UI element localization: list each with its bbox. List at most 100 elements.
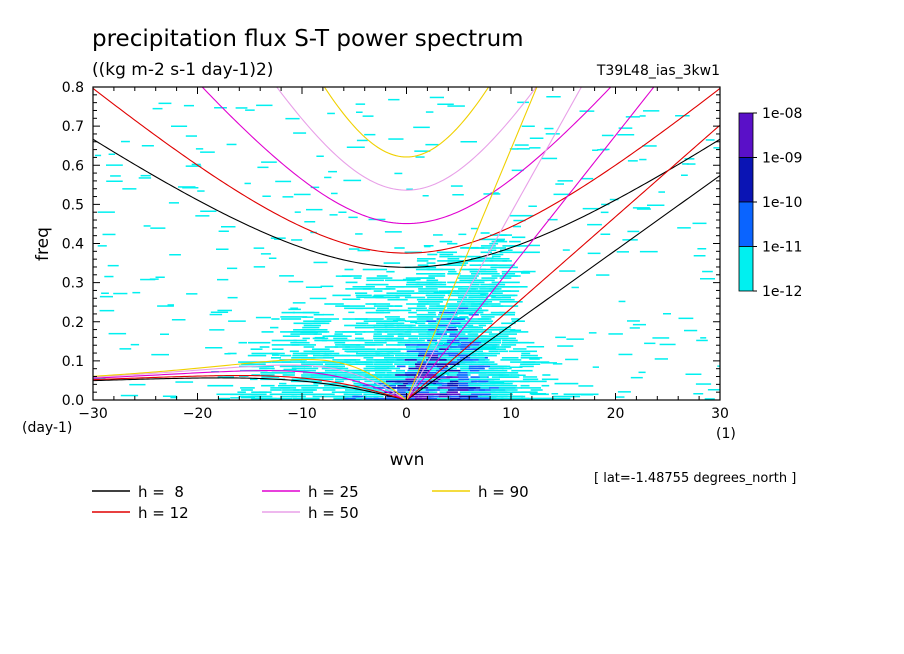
heatmap-cell <box>477 395 502 398</box>
heatmap-cell <box>422 195 429 197</box>
heatmap-cell <box>354 361 367 363</box>
heatmap-cell <box>251 352 278 355</box>
heatmap-cell <box>363 395 379 398</box>
heatmap-cell <box>490 395 508 398</box>
heatmap-cell <box>279 365 297 368</box>
heatmap-cell <box>520 357 536 359</box>
heatmap-cell <box>248 341 271 344</box>
heatmap-cell <box>227 267 238 270</box>
heatmap-cell <box>259 365 270 368</box>
heatmap-cell <box>512 251 540 254</box>
heatmap-cell <box>531 397 553 400</box>
heatmap-cell <box>195 148 204 150</box>
heatmap-cell <box>468 382 491 385</box>
heatmap-cell <box>209 313 223 316</box>
heatmap-cell <box>521 391 537 393</box>
chart-title: precipitation flux S-T power spectrum <box>92 26 524 52</box>
heatmap-cell <box>245 109 255 111</box>
inertia-gravity-curve <box>276 87 537 191</box>
heatmap-cell <box>355 292 368 294</box>
heatmap-cell <box>303 397 320 400</box>
heatmap-cell <box>490 397 504 400</box>
rossby-wave-curve <box>93 377 407 400</box>
heatmap-cell <box>423 245 434 247</box>
heatmap-cell <box>458 376 469 378</box>
heatmap-cell <box>365 303 377 305</box>
heatmap-cell <box>364 397 379 400</box>
heatmap-cell <box>387 305 403 307</box>
heatmap-cell <box>498 387 522 389</box>
heatmap-cell <box>426 316 452 318</box>
heatmap-cell <box>138 177 152 179</box>
heatmap-cell <box>238 341 247 344</box>
heatmap-cell <box>448 270 457 273</box>
heatmap-cell <box>355 374 374 376</box>
heatmap-cell <box>491 292 503 294</box>
heatmap-cell <box>428 283 447 286</box>
heatmap-cell <box>209 329 225 331</box>
heatmap-cell <box>342 344 360 346</box>
heatmap-cell <box>355 307 367 310</box>
heatmap-cell <box>302 329 328 331</box>
heatmap-cell <box>310 186 320 189</box>
heatmap-cell <box>468 384 482 387</box>
heatmap-cell <box>334 380 344 383</box>
heatmap-cell <box>457 320 474 322</box>
heatmap-cell <box>428 393 448 396</box>
heatmap-cell <box>129 383 146 386</box>
heatmap-cell <box>481 277 489 279</box>
heatmap-cell <box>230 397 240 399</box>
heatmap-cell <box>280 387 297 389</box>
heatmap-cell <box>478 322 493 325</box>
heatmap-cell <box>216 248 229 250</box>
heatmap-cell <box>418 367 433 370</box>
heatmap-cell <box>344 307 364 310</box>
heatmap-cell <box>374 389 383 391</box>
heatmap-cell <box>366 307 376 310</box>
heatmap-cell <box>427 311 436 314</box>
heatmap-cell <box>343 376 356 378</box>
heatmap-cell <box>408 367 423 370</box>
heatmap-cell <box>364 296 386 299</box>
heatmap-cell <box>149 278 159 280</box>
heatmap-cell <box>358 339 365 342</box>
heatmap-cell <box>459 363 473 365</box>
heatmap-cell <box>684 329 698 332</box>
heatmap-cell <box>271 361 292 363</box>
heatmap-cell <box>438 380 458 383</box>
heatmap-cell <box>426 361 439 363</box>
heatmap-cell <box>251 374 261 376</box>
heatmap-cell <box>491 305 519 307</box>
heatmap-cell <box>303 367 319 370</box>
heatmap-cell <box>547 218 558 221</box>
heatmap-cell <box>130 343 140 346</box>
heatmap-cell <box>519 380 547 383</box>
heatmap-cell <box>394 382 412 385</box>
heatmap-cell <box>459 268 478 271</box>
heatmap-cell <box>258 391 272 393</box>
heatmap-cell <box>386 292 409 294</box>
heatmap-cell <box>502 260 512 262</box>
heatmap-cell <box>397 352 410 355</box>
heatmap-cell <box>384 231 402 233</box>
heatmap-cell <box>544 127 554 130</box>
heatmap-cell <box>458 296 468 299</box>
heatmap-cell <box>354 318 367 320</box>
y-tick-labels: 0.0 0.1 0.2 0.3 0.4 0.5 0.6 0.7 0.8 <box>62 80 84 409</box>
heatmap-cell <box>353 393 363 396</box>
heatmap-cell <box>362 384 371 387</box>
heatmap-cell <box>415 156 425 158</box>
heatmap-cell <box>353 391 376 393</box>
heatmap-cell <box>324 363 339 365</box>
heatmap-cell <box>348 216 358 219</box>
heatmap-cell <box>374 367 401 370</box>
heatmap-cell <box>397 333 412 335</box>
heatmap-cell <box>481 363 490 365</box>
heatmap-cell <box>601 134 614 137</box>
heatmap-cell <box>490 298 515 301</box>
heatmap-cell <box>502 339 518 342</box>
heatmap-cell <box>121 140 130 143</box>
heatmap-cell <box>386 372 400 374</box>
heatmap-cell <box>346 351 358 353</box>
heatmap-cell <box>460 367 471 370</box>
